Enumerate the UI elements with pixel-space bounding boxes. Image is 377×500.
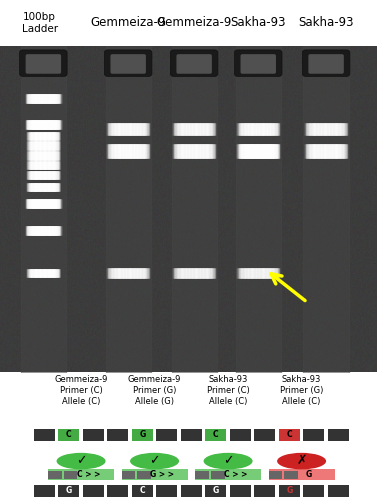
Text: G: G	[306, 470, 312, 480]
Text: Sakha-93: Sakha-93	[230, 16, 286, 30]
Bar	[64, 470, 78, 479]
Text: C > >: C > >	[224, 470, 247, 480]
Bar	[107, 428, 128, 440]
Bar	[156, 428, 177, 440]
Bar	[34, 428, 55, 440]
Text: C: C	[213, 430, 219, 439]
Bar	[205, 428, 226, 440]
FancyBboxPatch shape	[308, 54, 344, 74]
FancyBboxPatch shape	[241, 54, 276, 74]
Circle shape	[57, 453, 106, 469]
Bar	[230, 428, 251, 440]
Bar	[58, 484, 79, 497]
Circle shape	[204, 453, 253, 469]
Text: C: C	[287, 430, 292, 439]
Bar	[83, 484, 104, 497]
Bar	[230, 484, 251, 497]
Bar	[268, 470, 334, 480]
Bar	[279, 484, 300, 497]
Bar	[107, 484, 128, 497]
Bar	[254, 484, 275, 497]
Text: Sakha-93: Sakha-93	[298, 16, 354, 30]
Bar	[58, 428, 79, 440]
Bar	[279, 428, 300, 440]
Text: Gemmeiza-9
Primer (G)
Allele (G): Gemmeiza-9 Primer (G) Allele (G)	[128, 375, 181, 406]
Bar	[48, 470, 62, 479]
Bar	[328, 484, 349, 497]
Bar	[172, 46, 217, 372]
Bar	[107, 428, 128, 440]
Bar	[181, 484, 202, 497]
Text: G > >: G > >	[150, 470, 174, 480]
Text: Sakha-93
Primer (G)
Allele (C): Sakha-93 Primer (G) Allele (C)	[280, 375, 323, 406]
Bar	[107, 484, 128, 497]
Bar	[303, 46, 349, 372]
Bar	[58, 428, 79, 440]
Bar	[211, 470, 225, 479]
Bar	[132, 428, 153, 440]
FancyBboxPatch shape	[234, 50, 282, 76]
FancyBboxPatch shape	[20, 50, 67, 76]
Circle shape	[277, 453, 326, 469]
Bar	[34, 484, 55, 497]
Bar	[156, 484, 177, 497]
Text: 100bp
Ladder: 100bp Ladder	[21, 12, 58, 34]
Bar	[83, 428, 104, 440]
Bar	[181, 428, 202, 440]
Bar	[132, 428, 153, 440]
Bar	[21, 46, 66, 372]
FancyBboxPatch shape	[176, 54, 212, 74]
Text: Gemmeiza-9: Gemmeiza-9	[156, 16, 232, 30]
Text: G: G	[139, 430, 146, 439]
Bar	[303, 428, 324, 440]
FancyBboxPatch shape	[302, 50, 350, 76]
Bar	[48, 470, 114, 480]
Bar	[205, 428, 226, 440]
Bar	[195, 470, 209, 479]
Bar	[254, 484, 275, 497]
FancyBboxPatch shape	[170, 50, 218, 76]
Bar	[195, 470, 261, 480]
FancyBboxPatch shape	[104, 50, 152, 76]
FancyBboxPatch shape	[26, 54, 61, 74]
Bar	[279, 428, 300, 440]
Bar	[254, 428, 275, 440]
Text: Gemmeiza-9: Gemmeiza-9	[90, 16, 166, 30]
Bar	[236, 46, 281, 372]
Text: C > >: C > >	[77, 470, 100, 480]
Text: Gemmeiza-9
Primer (C)
Allele (C): Gemmeiza-9 Primer (C) Allele (C)	[54, 375, 108, 406]
Text: C: C	[139, 486, 145, 496]
Bar	[121, 470, 188, 480]
Text: ✓: ✓	[149, 454, 160, 467]
Text: G: G	[286, 486, 293, 496]
Bar	[268, 470, 282, 479]
Bar	[303, 484, 324, 497]
Bar	[132, 484, 153, 497]
Circle shape	[130, 453, 179, 469]
Text: G: G	[213, 486, 219, 496]
Bar	[137, 470, 151, 479]
Text: ✗: ✗	[296, 454, 307, 467]
FancyBboxPatch shape	[110, 54, 146, 74]
Bar	[328, 428, 349, 440]
Text: G: G	[66, 486, 72, 496]
Bar	[106, 46, 151, 372]
Text: ✓: ✓	[223, 454, 233, 467]
Text: ✓: ✓	[76, 454, 86, 467]
Bar	[254, 428, 275, 440]
Bar	[121, 470, 135, 479]
Text: C: C	[66, 430, 72, 439]
Bar	[284, 470, 298, 479]
Text: Sakha-93
Primer (C)
Allele (C): Sakha-93 Primer (C) Allele (C)	[207, 375, 250, 406]
Bar	[181, 484, 202, 497]
Bar	[205, 484, 226, 497]
Bar	[181, 428, 202, 440]
